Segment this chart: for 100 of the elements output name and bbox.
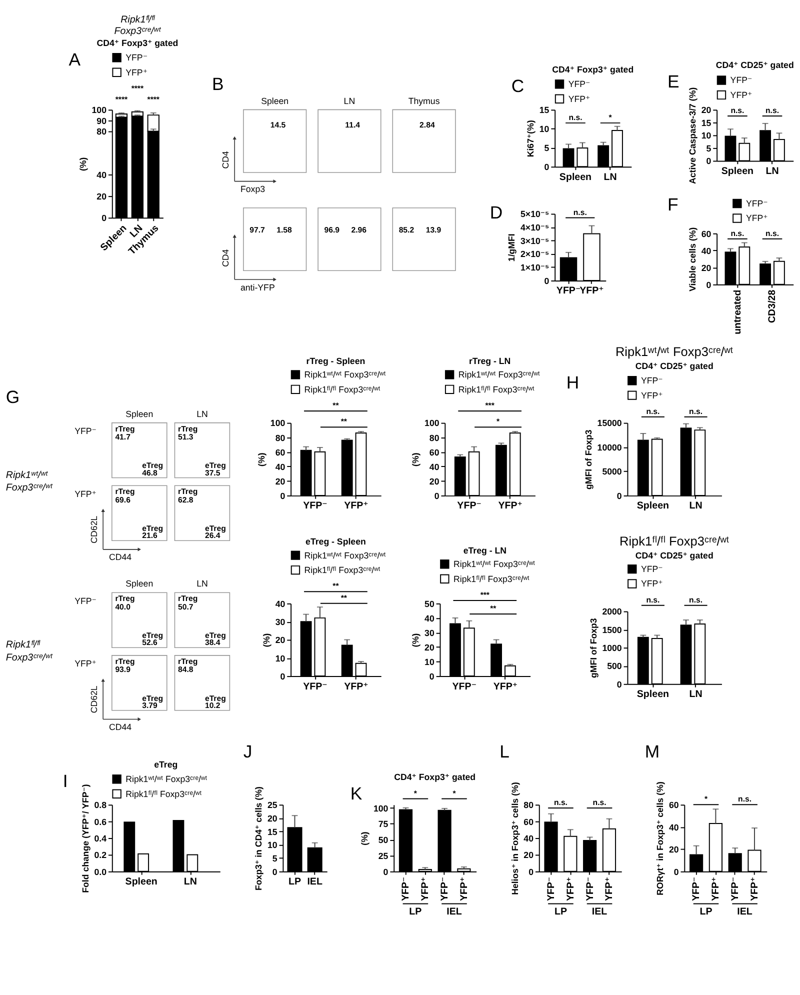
text: 37.5 [204,468,221,478]
text: H [566,372,580,392]
legend-label: Ripk1ʷᵗ/ʷᵗ Foxp3ᶜʳᵉ/ʷᵗ [126,774,208,784]
y-tick-label: 0.6 [94,816,107,827]
y-axis-title: Foxp3⁺ in CD4⁺ cells (%) [254,786,264,891]
y-tick-label: 10 [275,653,286,664]
legend-label: YFP⁻ [568,79,591,90]
text: LN [344,96,356,106]
y-tick-label: 0 [544,162,550,172]
y-axis-title: (%) [410,633,421,648]
text: D [490,202,503,223]
text: 46.8 [142,468,158,478]
y-axis-title: Fold change (YFP⁺/ YFP⁻) [80,784,90,893]
y-tick-label: 0.2 [94,850,107,860]
text: 85.2 [398,225,415,234]
legend-label: YFP⁻ [640,564,664,574]
y-tick-label: 5 [272,853,278,864]
y-axis-title: (%) [261,633,272,648]
x-tick-label: Spleen [721,166,754,177]
y-tick-label: 10 [701,130,712,141]
y-tick-label: 20 [424,642,434,652]
text: K [350,784,362,804]
y-tick-label: 20 [275,635,286,646]
text: 2.96 [351,225,368,234]
y-tick-label: 40 [668,822,679,832]
text: 3.79 [142,700,158,710]
y-tick-label: 25 [378,850,388,861]
chart-title: eTreg - LN [463,545,506,556]
text: 62.8 [178,495,194,504]
y-tick-label: 0 [429,671,434,682]
legend-label: Ripk1ᶠˡ/ᶠˡ Foxp3ᶜʳᵉ/ʷᵗ [453,574,530,584]
x-tick-label: YFP⁻ [439,876,450,902]
y-tick-label: 40 [275,598,286,609]
y-tick-label: 15 [701,118,712,128]
y-tick-label: 20 [429,476,440,486]
x-tick-label: YFP⁺ [565,876,576,902]
text: 21.6 [142,531,158,540]
text: rTreg [115,487,136,496]
y-tick-label: 40 [96,170,107,180]
text: eTreg [204,631,226,640]
text: rTreg [178,424,198,434]
y-tick-label: 0 [102,213,107,224]
x-tick-label: YFP⁺ [710,876,722,902]
y-tick-label: 1000 [602,643,622,654]
text: B [212,74,224,94]
text: 26.4 [204,531,221,540]
y-tick-label: 0 [616,490,622,501]
y-tick-label: 5000 [602,466,622,477]
text: L [500,742,510,762]
text: rTreg [178,487,198,496]
y-tick-label: 4×10⁻⁵ [520,222,550,233]
y-axis-title: (%) [78,157,88,172]
y-tick-label: 20 [668,844,679,855]
text: 69.6 [115,495,132,504]
annotation: ** [340,417,348,426]
text: 41.7 [115,432,132,442]
y-tick-label: 0 [544,276,550,286]
y-tick-label: 1500 [602,624,622,635]
text: 14.5 [270,120,286,130]
x-tick-label: LN [604,172,617,183]
y-axis-title: (%) [360,832,370,846]
text: eTreg [204,524,226,534]
text: 51.3 [178,432,194,442]
text: CD44 [108,552,132,562]
x-tick-label: YFP⁺ [344,681,368,692]
annotation: n.s. [554,798,568,808]
text: *** [485,401,496,410]
text: LN [196,578,208,589]
chart-subtitle: CD4⁺ CD25⁺ gated [635,360,714,371]
text: anti-YFP [240,282,275,292]
y-tick-label: 0 [280,490,286,501]
y-tick-label: 50 [424,598,434,609]
x-tick-label: YFP⁻ [584,876,596,902]
y-tick-label: 0 [280,671,286,682]
chart-title: Ripk1ʷᵗ/ʷᵗ Foxp3ᶜʳᵉ/ʷᵗ [615,344,734,360]
x-tick-label: YFP⁻ [452,681,476,692]
y-axis-title: 1/gMFI [506,234,517,262]
y-tick-label: 10 [424,656,434,667]
x-tick-label: LP [288,876,302,888]
y-tick-label: 60 [668,800,679,810]
text: Spleen [126,408,154,419]
x-tick-label: YFP⁺ [458,876,470,902]
legend-label: Ripk1ᶠˡ/ᶠˡ Foxp3ᶜʳᵉ/ʷᵗ [126,788,202,799]
y-tick-label: 60 [429,447,440,458]
y-tick-label: 500 [607,661,622,672]
chart-title: rTreg - LN [468,356,511,366]
legend-label: YFP⁻ [126,52,148,63]
chart-title: CD4⁺ Foxp3⁺ gated [394,772,476,782]
text: ** [340,593,348,602]
y-axis-title: (%) [256,452,267,466]
y-tick-label: 75 [378,819,388,830]
text: 97.7 [250,225,266,234]
text: rTreg [178,657,198,666]
text: J [243,742,252,762]
annotation: n.s. [765,106,780,116]
y-tick-label: 20 [96,191,107,202]
y-axis-title: Ki67⁺(%) [525,120,536,158]
text: CD62L [89,686,100,714]
text: 96.9 [324,225,340,234]
x-tick-label: YFP⁻ [400,876,412,902]
